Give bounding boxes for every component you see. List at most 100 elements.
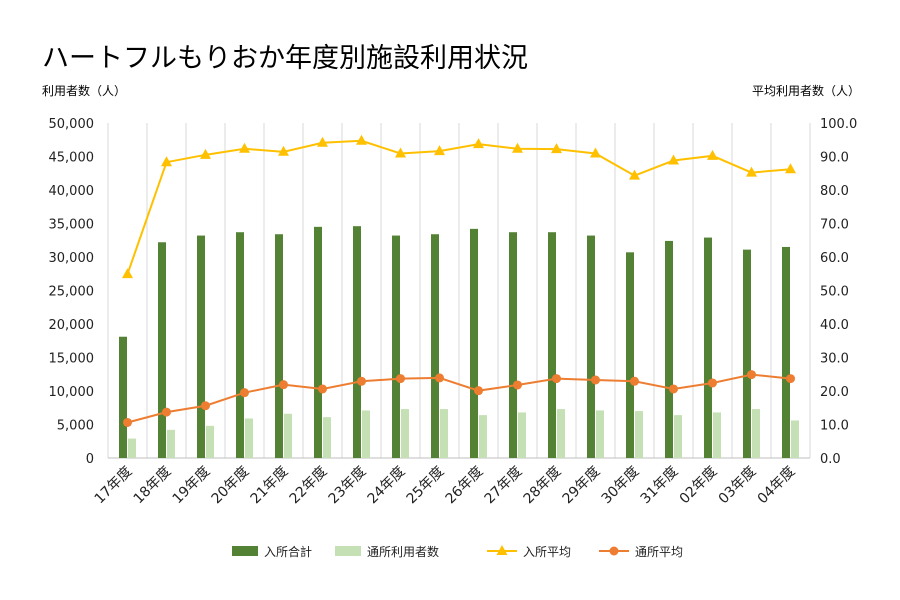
bar-tsusho-users [479,415,487,458]
marker-circle [552,374,561,384]
left-tick-label: 15,000 [49,352,95,367]
legend-label: 通所利用者数 [367,544,439,559]
marker-triangle [317,136,328,147]
marker-triangle [668,154,679,165]
category-label: 21年度 [248,464,292,508]
category-label: 22年度 [287,464,331,508]
left-tick-label: 45,000 [49,151,95,166]
marker-circle [630,376,639,386]
marker-circle [318,384,327,394]
marker-triangle [590,147,601,158]
right-tick-label: 30.0 [820,352,849,367]
right-tick-label: 70.0 [820,218,849,233]
legend-label: 入所平均 [523,545,571,559]
marker-circle [513,380,522,390]
category-label: 26年度 [443,464,487,508]
bar-nyusho-total [548,232,556,458]
right-tick-label: 0.0 [820,452,841,467]
bar-tsusho-users [791,420,799,458]
category-label: 20年度 [209,464,253,508]
bar-tsusho-users [752,409,760,458]
marker-circle [747,370,756,380]
bar-nyusho-total [431,234,439,458]
right-tick-label: 40.0 [820,318,849,333]
right-tick-label: 50.0 [820,285,849,300]
marker-triangle [122,268,133,279]
marker-triangle [629,169,640,180]
category-label: 24年度 [365,464,409,508]
left-tick-label: 25,000 [49,285,95,300]
left-tick-label: 10,000 [49,385,95,400]
bar-tsusho-users [362,410,370,458]
category-label: 02年度 [677,464,721,508]
bar-tsusho-users [674,415,682,458]
marker-circle [162,407,171,417]
legend-label: 入所合計 [264,544,312,559]
marker-triangle [746,166,757,177]
bar-nyusho-total [704,237,712,458]
bar-tsusho-users [557,409,565,458]
bar-nyusho-total [236,232,244,458]
left-tick-label: 30,000 [49,251,95,266]
category-label: 17年度 [92,464,136,508]
bar-nyusho-total [314,226,322,458]
legend-marker-triangle [496,545,508,555]
marker-circle [279,380,288,390]
bar-tsusho-users [323,417,331,458]
marker-triangle [161,156,172,167]
category-label: 27年度 [482,464,526,508]
right-tick-label: 80.0 [820,184,849,199]
bar-nyusho-total [782,246,790,458]
bar-nyusho-total [587,235,595,458]
marker-circle [435,373,444,383]
left-tick-label: 50,000 [49,117,95,132]
legend-swatch [335,546,361,556]
marker-triangle [278,145,289,156]
bar-nyusho-total [470,228,478,458]
category-label: 04年度 [755,464,799,508]
bar-nyusho-total [197,235,205,458]
bar-tsusho-users [245,418,253,458]
bar-nyusho-total [275,234,283,458]
marker-circle [357,376,366,386]
category-label: 23年度 [326,464,370,508]
marker-circle [201,401,210,411]
chart-title: ハートフルもりおか年度別施設利用状況 [42,43,528,74]
left-axis-title: 利用者数（人） [42,84,127,98]
legend-marker-circle [609,546,619,556]
bar-tsusho-users [518,412,526,458]
left-tick-label: 0 [86,452,94,467]
category-label: 19年度 [170,464,214,508]
marker-circle [396,374,405,384]
category-label: 31年度 [638,464,682,508]
marker-triangle [551,143,562,154]
marker-triangle [239,142,250,153]
right-tick-label: 10.0 [820,419,849,434]
marker-triangle [512,142,523,153]
right-tick-label: 90.0 [820,151,849,166]
marker-triangle [200,148,211,159]
marker-circle [591,375,600,385]
bar-nyusho-total [119,336,127,458]
marker-triangle [785,163,796,174]
bar-tsusho-users [206,425,214,458]
bar-tsusho-users [440,409,448,458]
bar-nyusho-total [509,232,517,458]
left-tick-label: 35,000 [49,218,95,233]
marker-triangle [356,134,367,145]
bar-nyusho-total [158,242,166,458]
right-tick-label: 60.0 [820,251,849,266]
left-tick-label: 5,000 [57,419,94,434]
marker-circle [786,374,795,384]
marker-triangle [395,147,406,158]
bar-nyusho-total [392,235,400,458]
series-line-nyusho-avg [126,139,791,275]
bar-tsusho-users [401,409,409,458]
marker-circle [669,384,678,394]
marker-circle [240,388,249,398]
category-label: 30年度 [599,464,643,508]
bar-tsusho-users [167,429,175,458]
series-line-tsusho-avg [127,373,791,424]
right-tick-label: 100.0 [820,117,857,132]
